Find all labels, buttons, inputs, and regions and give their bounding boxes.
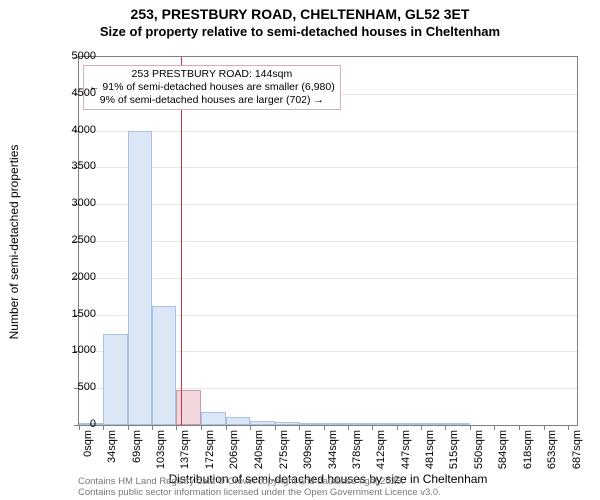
xtick-mark: [128, 425, 129, 430]
histogram-bar: [152, 306, 176, 425]
xtick-mark: [372, 425, 373, 430]
histogram-bar: [201, 412, 225, 425]
histogram-bar: [445, 423, 470, 425]
plot-area: 253 PRESTBURY ROAD: 144sqm← 91% of semi-…: [78, 56, 578, 426]
histogram-bar: [372, 423, 397, 425]
xtick-mark: [348, 425, 349, 430]
xtick-mark: [445, 425, 446, 430]
xtick-mark: [103, 425, 104, 430]
xtick-mark: [324, 425, 325, 430]
xtick-mark: [226, 425, 227, 430]
ytick-label: 3000: [24, 197, 96, 209]
histogram-bar: [324, 423, 348, 425]
ytick-label: 4000: [24, 124, 96, 136]
ytick-label: 2500: [24, 234, 96, 246]
histogram-bar: [421, 423, 445, 425]
xtick-mark: [470, 425, 471, 430]
footer-attribution: Contains HM Land Registry data © Crown c…: [78, 477, 441, 499]
y-axis-label: Number of semi-detached properties: [7, 57, 21, 427]
xtick-mark: [544, 425, 545, 430]
histogram-bar: [299, 423, 324, 425]
ytick-label: 3500: [24, 160, 96, 172]
histogram-bar: [250, 421, 275, 425]
xtick-mark: [152, 425, 153, 430]
histogram-bar: [348, 423, 372, 425]
histogram-bar: [275, 422, 299, 425]
xtick-mark: [275, 425, 276, 430]
ytick-label: 1000: [24, 344, 96, 356]
xtick-mark: [299, 425, 300, 430]
gridline-h: [79, 131, 577, 132]
annotation-line-3: 9% of semi-detached houses are larger (7…: [89, 94, 335, 107]
histogram-bar: [103, 334, 128, 425]
histogram-bar: [397, 423, 421, 425]
histogram-bar: [226, 417, 250, 425]
gridline-h: [79, 204, 577, 205]
xtick-mark: [201, 425, 202, 430]
ytick-label: 5000: [24, 50, 96, 62]
gridline-h: [79, 167, 577, 168]
annotation-line-1: 253 PRESTBURY ROAD: 144sqm: [89, 68, 335, 81]
ytick-label: 1500: [24, 308, 96, 320]
ytick-label: 2000: [24, 271, 96, 283]
ytick-label: 0: [24, 418, 96, 430]
titles: 253, PRESTBURY ROAD, CHELTENHAM, GL52 3E…: [0, 6, 600, 39]
marker-line: [181, 57, 182, 425]
ytick-label: 500: [24, 381, 96, 393]
xtick-mark: [568, 425, 569, 430]
xtick-mark: [176, 425, 177, 430]
xtick-mark: [494, 425, 495, 430]
gridline-h: [79, 241, 577, 242]
xtick-mark: [519, 425, 520, 430]
xtick-mark: [421, 425, 422, 430]
annotation-box: 253 PRESTBURY ROAD: 144sqm← 91% of semi-…: [83, 65, 341, 110]
chart-container: 253, PRESTBURY ROAD, CHELTENHAM, GL52 3E…: [0, 0, 600, 500]
ytick-label: 4500: [24, 87, 96, 99]
footer-line-2: Contains public sector information licen…: [78, 488, 441, 499]
title-line-2: Size of property relative to semi-detach…: [0, 24, 600, 39]
title-line-1: 253, PRESTBURY ROAD, CHELTENHAM, GL52 3E…: [0, 6, 600, 22]
annotation-line-2: ← 91% of semi-detached houses are smalle…: [89, 81, 335, 94]
gridline-h: [79, 278, 577, 279]
histogram-bar: [128, 131, 152, 425]
xtick-mark: [250, 425, 251, 430]
xtick-mark: [397, 425, 398, 430]
histogram-bar: [176, 390, 201, 425]
